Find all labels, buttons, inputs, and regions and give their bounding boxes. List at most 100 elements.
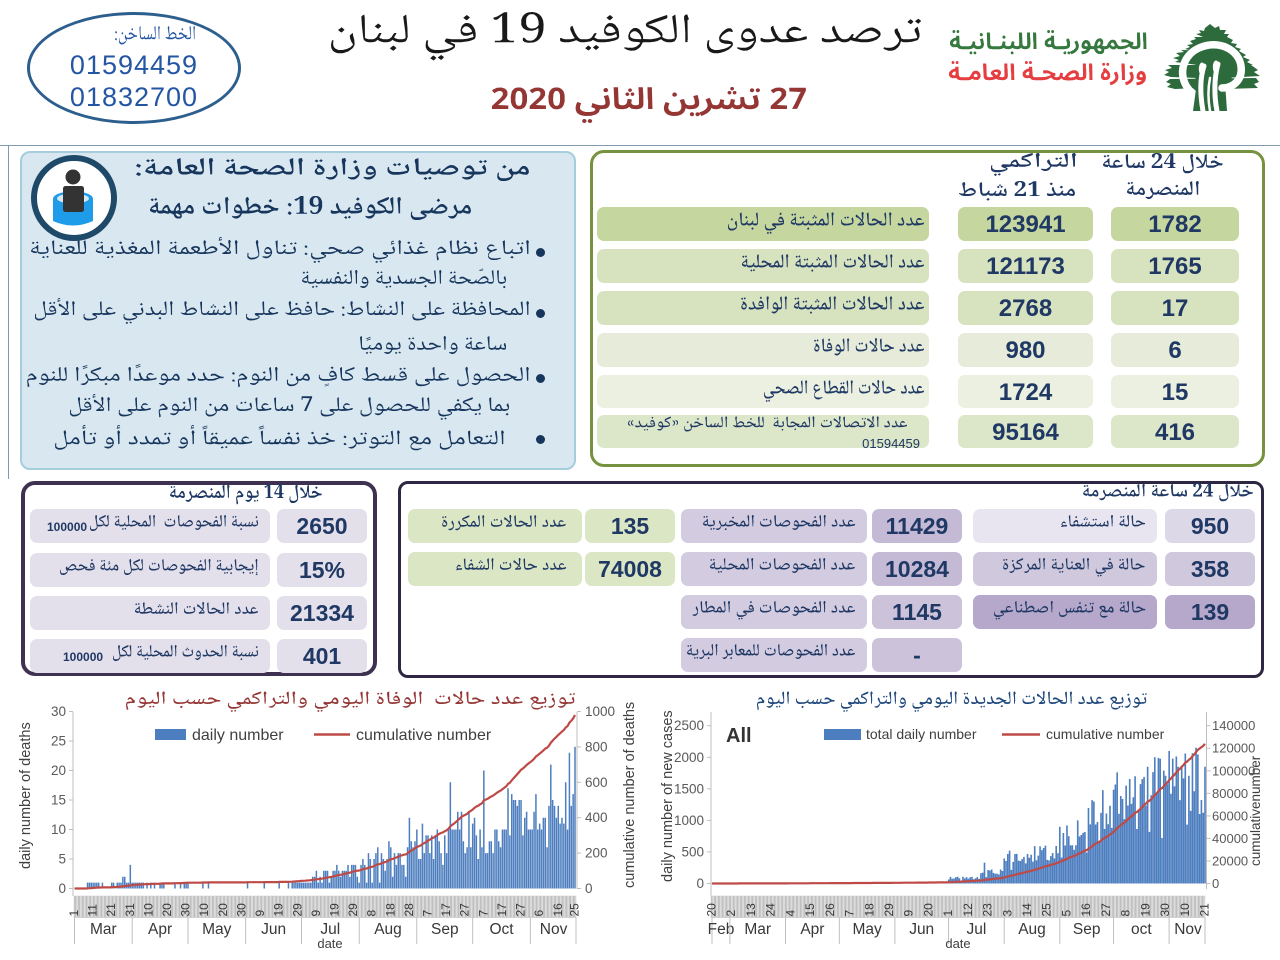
- svg-text:2500: 2500: [674, 718, 704, 733]
- svg-text:28: 28: [402, 903, 416, 917]
- svg-text:29: 29: [882, 903, 896, 917]
- svg-text:4: 4: [783, 910, 797, 917]
- svg-text:20: 20: [51, 763, 66, 778]
- svg-text:27: 27: [514, 903, 528, 917]
- svg-text:23: 23: [981, 903, 995, 917]
- svg-text:120000: 120000: [1212, 741, 1255, 756]
- svg-text:cumulativenumber: cumulativenumber: [1248, 755, 1263, 866]
- svg-text:19: 19: [328, 903, 342, 917]
- svg-text:24: 24: [764, 903, 778, 917]
- svg-text:Apr: Apr: [800, 921, 824, 938]
- svg-text:Aug: Aug: [1018, 921, 1046, 938]
- svg-text:10: 10: [197, 903, 211, 917]
- svg-text:19: 19: [272, 903, 286, 917]
- svg-text:15: 15: [803, 903, 817, 917]
- svg-text:25: 25: [51, 734, 66, 749]
- svg-text:30: 30: [51, 704, 66, 719]
- svg-text:Jul: Jul: [966, 921, 986, 938]
- svg-text:10: 10: [141, 903, 155, 917]
- svg-text:7: 7: [476, 910, 490, 917]
- svg-text:15: 15: [51, 793, 66, 808]
- svg-text:Jul: Jul: [320, 921, 340, 938]
- svg-text:date: date: [945, 936, 970, 951]
- svg-text:5: 5: [1060, 910, 1074, 917]
- svg-text:6: 6: [532, 910, 546, 917]
- svg-text:9: 9: [253, 910, 267, 917]
- svg-text:Nov: Nov: [1174, 921, 1202, 938]
- svg-text:Mar: Mar: [90, 921, 117, 938]
- svg-text:29: 29: [290, 903, 304, 917]
- svg-text:daily number of new cases: daily number of new cases: [660, 710, 676, 882]
- svg-text:5: 5: [58, 852, 66, 867]
- svg-text:25: 25: [1040, 903, 1054, 917]
- svg-text:2: 2: [724, 910, 738, 917]
- svg-text:17: 17: [495, 903, 509, 917]
- svg-text:19: 19: [1138, 903, 1152, 917]
- svg-text:Sep: Sep: [1073, 921, 1101, 938]
- svg-text:20: 20: [921, 903, 935, 917]
- svg-text:date: date: [317, 936, 342, 951]
- svg-text:Oct: Oct: [489, 921, 514, 938]
- svg-text:daily number: daily number: [192, 727, 284, 744]
- svg-text:600: 600: [585, 775, 608, 790]
- svg-text:200: 200: [585, 846, 608, 861]
- svg-text:25: 25: [568, 903, 582, 917]
- svg-text:Apr: Apr: [148, 921, 172, 938]
- svg-text:8: 8: [365, 910, 379, 917]
- svg-text:Jun: Jun: [909, 921, 934, 938]
- svg-text:1: 1: [941, 910, 955, 917]
- svg-text:1500: 1500: [674, 781, 704, 796]
- svg-text:20: 20: [216, 903, 230, 917]
- svg-text:oct: oct: [1131, 921, 1152, 938]
- svg-text:Sep: Sep: [431, 921, 459, 938]
- svg-text:10: 10: [51, 822, 66, 837]
- svg-text:500: 500: [681, 844, 704, 859]
- svg-text:0: 0: [1212, 876, 1219, 891]
- svg-text:Mar: Mar: [744, 921, 771, 938]
- svg-text:20: 20: [705, 903, 719, 917]
- svg-text:cumulative number: cumulative number: [356, 727, 492, 744]
- svg-text:20000: 20000: [1212, 854, 1248, 869]
- svg-text:0: 0: [585, 881, 593, 896]
- svg-text:14: 14: [1020, 903, 1034, 917]
- svg-text:May: May: [202, 921, 232, 938]
- svg-text:30: 30: [1158, 903, 1172, 917]
- svg-text:18: 18: [862, 903, 876, 917]
- svg-text:21: 21: [1198, 903, 1212, 917]
- svg-text:7: 7: [843, 910, 857, 917]
- svg-text:18: 18: [383, 903, 397, 917]
- svg-text:1: 1: [67, 910, 81, 917]
- svg-text:daily number of deaths: daily number of deaths: [18, 722, 34, 869]
- svg-text:May: May: [852, 921, 882, 938]
- svg-text:17: 17: [439, 903, 453, 917]
- svg-text:Jun: Jun: [261, 921, 286, 938]
- svg-text:800: 800: [585, 739, 608, 754]
- svg-text:9: 9: [309, 910, 323, 917]
- svg-text:140000: 140000: [1212, 718, 1255, 733]
- svg-text:30: 30: [235, 903, 249, 917]
- svg-text:20: 20: [160, 903, 174, 917]
- svg-text:30: 30: [179, 903, 193, 917]
- svg-text:16: 16: [1079, 903, 1093, 917]
- svg-text:80000: 80000: [1212, 786, 1248, 801]
- svg-text:8: 8: [1119, 910, 1133, 917]
- svg-text:21: 21: [104, 903, 118, 917]
- svg-text:31: 31: [123, 903, 137, 917]
- svg-text:7: 7: [421, 910, 435, 917]
- svg-text:27: 27: [458, 903, 472, 917]
- svg-text:1000: 1000: [674, 813, 704, 828]
- svg-text:3: 3: [1000, 910, 1014, 917]
- svg-text:26: 26: [823, 903, 837, 917]
- svg-text:Aug: Aug: [374, 921, 402, 938]
- svg-text:400: 400: [585, 810, 608, 825]
- svg-text:All: All: [726, 725, 752, 747]
- svg-text:29: 29: [346, 903, 360, 917]
- svg-text:9: 9: [902, 910, 916, 917]
- svg-text:40000: 40000: [1212, 831, 1248, 846]
- svg-text:Nov: Nov: [540, 921, 568, 938]
- svg-text:cumulative number: cumulative number: [1046, 726, 1165, 742]
- svg-text:1000: 1000: [585, 704, 615, 719]
- svg-text:16: 16: [551, 903, 565, 917]
- svg-text:Feb: Feb: [708, 921, 735, 938]
- svg-text:2000: 2000: [674, 750, 704, 765]
